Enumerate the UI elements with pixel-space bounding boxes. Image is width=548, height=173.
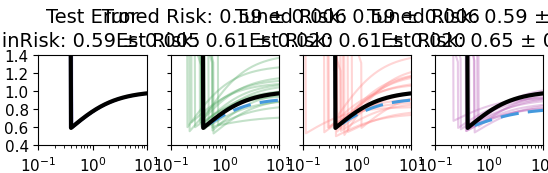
Title: Test Error
MinRisk: 0.59 ± 0.005: Test Error MinRisk: 0.59 ± 0.005 — [0, 8, 200, 51]
Title: LOOCV
Tuned Risk: 0.59 ± 0.006
Est Risk: 0.61 ± 0.020: LOOCV Tuned Risk: 0.59 ± 0.006 Est Risk:… — [234, 0, 479, 51]
Title: ROTI-GCV
Tuned Risk: 0.59 ± 0.006
Est Risk: 0.65 ± 0.013: ROTI-GCV Tuned Risk: 0.59 ± 0.006 Est Ri… — [366, 0, 548, 51]
Title: GCV
Tuned Risk: 0.59 ± 0.006
Est Risk: 0.61 ± 0.020: GCV Tuned Risk: 0.59 ± 0.006 Est Risk: 0… — [102, 0, 347, 51]
